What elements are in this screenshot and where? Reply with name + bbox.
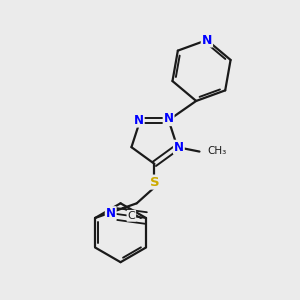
Text: S: S (150, 176, 159, 189)
Text: N: N (202, 34, 212, 46)
Text: C: C (128, 211, 135, 221)
Text: N: N (134, 114, 144, 127)
Text: CH₃: CH₃ (208, 146, 227, 156)
Text: N: N (174, 141, 184, 154)
Text: N: N (106, 207, 116, 220)
Text: N: N (164, 112, 174, 125)
